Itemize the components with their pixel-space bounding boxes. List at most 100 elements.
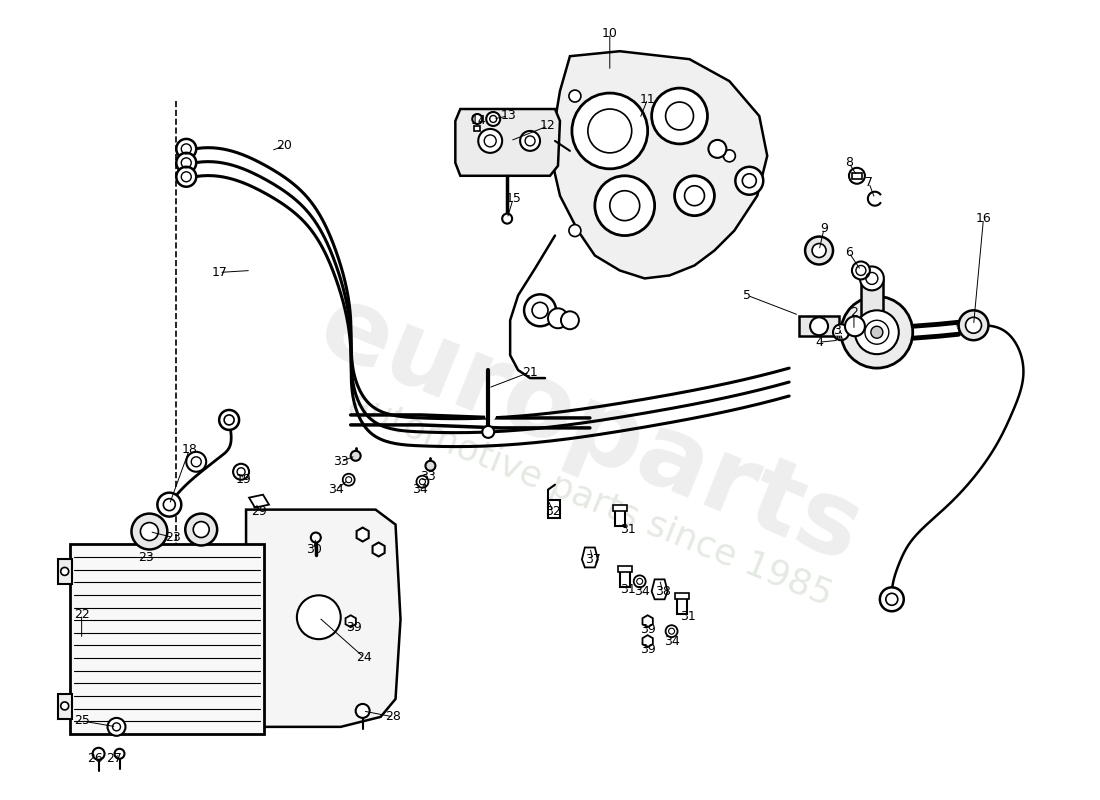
Circle shape: [132, 514, 167, 550]
Bar: [851, 173, 862, 178]
Circle shape: [520, 131, 540, 151]
Bar: [619, 570, 629, 587]
Circle shape: [60, 567, 68, 575]
Polygon shape: [582, 547, 597, 567]
Text: 22: 22: [74, 608, 89, 621]
Text: 7: 7: [865, 176, 873, 190]
Circle shape: [524, 294, 556, 326]
Circle shape: [674, 176, 714, 216]
Circle shape: [833, 324, 849, 340]
Circle shape: [472, 114, 482, 124]
Circle shape: [233, 464, 249, 480]
Circle shape: [666, 626, 678, 637]
Text: 1: 1: [955, 324, 962, 337]
Circle shape: [114, 749, 124, 758]
Text: 8: 8: [845, 156, 853, 170]
Circle shape: [194, 522, 209, 538]
Circle shape: [108, 718, 125, 736]
Bar: [615, 508, 625, 526]
Polygon shape: [455, 109, 560, 176]
Text: 34: 34: [412, 483, 428, 496]
Circle shape: [572, 93, 648, 169]
Circle shape: [486, 112, 500, 126]
Circle shape: [219, 410, 239, 430]
Text: 3: 3: [833, 324, 840, 337]
Circle shape: [92, 748, 104, 760]
Circle shape: [842, 296, 913, 368]
Circle shape: [855, 310, 899, 354]
Circle shape: [297, 595, 341, 639]
Text: 13: 13: [500, 110, 516, 122]
Bar: [57, 559, 72, 584]
Circle shape: [569, 90, 581, 102]
Circle shape: [176, 139, 196, 159]
Circle shape: [845, 316, 865, 336]
Text: 4: 4: [815, 336, 823, 349]
Circle shape: [736, 167, 763, 194]
Circle shape: [478, 129, 503, 153]
Text: 34: 34: [663, 634, 680, 648]
Text: 39: 39: [640, 622, 656, 636]
Bar: [548, 500, 560, 518]
Text: 21: 21: [522, 366, 538, 378]
Bar: [674, 594, 689, 599]
Text: 12: 12: [540, 119, 556, 133]
Text: 39: 39: [345, 621, 362, 634]
Text: 23: 23: [139, 551, 154, 564]
Text: 14: 14: [471, 114, 486, 127]
Circle shape: [355, 704, 370, 718]
Text: 28: 28: [386, 710, 402, 723]
Text: 2: 2: [850, 306, 858, 319]
Circle shape: [966, 318, 981, 334]
Circle shape: [851, 262, 870, 279]
Text: 24: 24: [355, 650, 372, 664]
Bar: [69, 545, 264, 734]
Circle shape: [351, 451, 361, 461]
Circle shape: [482, 426, 494, 438]
Bar: [474, 126, 481, 131]
Circle shape: [186, 452, 206, 472]
Circle shape: [860, 266, 883, 290]
Polygon shape: [552, 51, 767, 278]
Circle shape: [426, 461, 436, 470]
Text: 33: 33: [333, 455, 349, 468]
Text: 20: 20: [276, 139, 292, 152]
Circle shape: [141, 522, 158, 541]
Circle shape: [651, 88, 707, 144]
Text: 6: 6: [845, 246, 853, 259]
Bar: [613, 505, 627, 510]
Text: europarts: europarts: [304, 275, 876, 585]
Bar: [676, 596, 686, 614]
Text: 5: 5: [744, 289, 751, 302]
Circle shape: [503, 214, 513, 224]
Circle shape: [880, 587, 904, 611]
Text: 32: 32: [546, 505, 561, 518]
Circle shape: [60, 702, 68, 710]
Text: 15: 15: [505, 192, 521, 206]
Circle shape: [311, 533, 321, 542]
Text: 37: 37: [585, 553, 601, 566]
Bar: [799, 316, 839, 336]
Bar: [861, 281, 883, 320]
Text: 23: 23: [165, 531, 182, 544]
Text: 38: 38: [654, 585, 671, 598]
Circle shape: [569, 225, 581, 237]
Text: 31: 31: [620, 523, 636, 536]
Polygon shape: [246, 510, 400, 727]
Text: 16: 16: [976, 212, 991, 225]
Polygon shape: [651, 579, 668, 599]
Text: 31: 31: [680, 610, 695, 622]
Circle shape: [176, 167, 196, 186]
Text: 18: 18: [182, 443, 197, 456]
Text: 26: 26: [87, 752, 102, 766]
Circle shape: [849, 168, 865, 184]
Text: automotive parts since 1985: automotive parts since 1985: [343, 386, 837, 613]
Text: 11: 11: [640, 93, 656, 106]
Text: 17: 17: [211, 266, 227, 279]
Text: 27: 27: [107, 752, 122, 766]
Text: 29: 29: [251, 505, 267, 518]
Circle shape: [708, 140, 726, 158]
Circle shape: [812, 243, 826, 258]
Circle shape: [185, 514, 217, 546]
Bar: [618, 566, 631, 572]
